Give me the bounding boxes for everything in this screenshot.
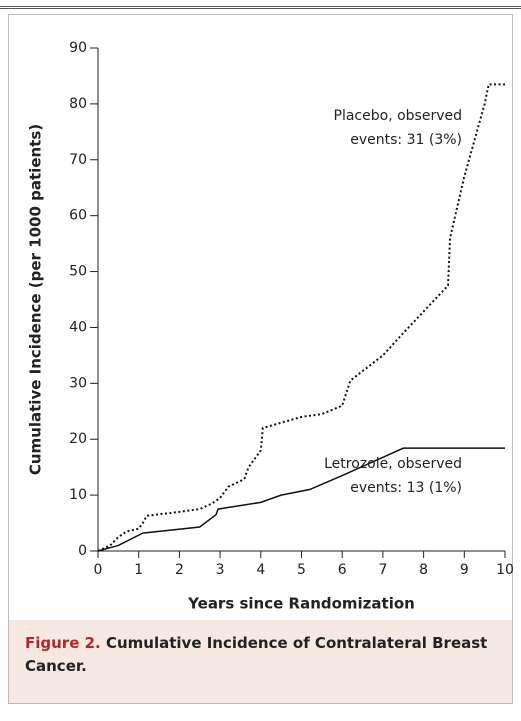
y-tick-label: 80 [69,96,87,112]
x-tick-label: 2 [175,562,184,578]
annotation: Placebo, observed [334,108,462,124]
chart: 0 10 20 30 40 50 60 70 80 90 0 1 2 3 4 5 6 7 8 9 10 Years sin… [27,40,514,613]
x-tick-label: 9 [460,562,469,578]
y-tick-label: 50 [69,264,87,280]
x-tick-label: 3 [216,562,225,578]
y-tick-label: 30 [69,375,87,391]
y-tick-label: 60 [69,208,87,224]
annotation: Letrozole, observed [324,456,462,472]
series-line [97,447,505,552]
y-tick-label: 40 [69,319,87,335]
top-rule [0,6,521,9]
x-tick-label: 8 [419,562,428,578]
caption-label: Figure 2. [25,634,101,652]
y-tick-label: 10 [69,487,87,503]
x-tick-label: 1 [134,562,143,578]
x-tick-label: 10 [496,562,514,578]
figure-panel [8,14,513,704]
x-axis-label: Years since Randomization [187,595,415,613]
annotation: events: 13 (1%) [350,480,462,496]
x-tick-label: 6 [338,562,347,578]
x-tick-label: 7 [378,562,387,578]
series-line [97,83,505,552]
y-tick-label: 70 [69,152,87,168]
x-tick-label: 4 [256,562,265,578]
y-axis-label: Cumulative Incidence (per 1000 patients) [27,124,45,475]
caption-text: Cumulative Incidence of Contralateral Br… [25,634,488,675]
y-tick-label: 20 [69,431,87,447]
y-tick-label: 0 [78,543,87,559]
caption: Figure 2. Cumulative Incidence of Contra… [9,620,512,703]
x-tick-label: 0 [94,562,103,578]
x-tick-label: 5 [297,562,306,578]
annotation: events: 31 (3%) [350,132,462,148]
y-tick-label: 90 [69,40,87,56]
